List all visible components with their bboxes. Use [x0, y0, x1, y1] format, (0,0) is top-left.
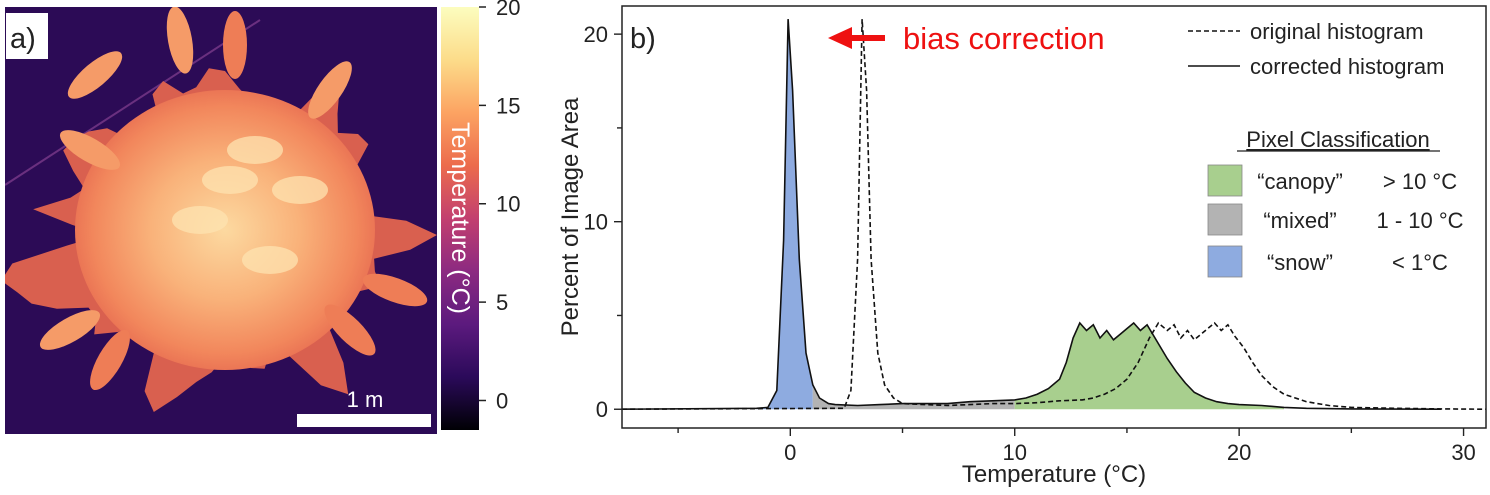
panel-b-label: b)	[630, 23, 656, 55]
colorbar-tick-label: 20	[496, 0, 520, 20]
classification-title: Pixel Classification	[1246, 127, 1429, 152]
series-corrected-histogram	[622, 19, 1442, 410]
class-swatch	[1207, 164, 1243, 197]
annotation-text: bias correction	[903, 21, 1105, 56]
x-axis-label: Temperature (°C)	[962, 461, 1146, 488]
class-swatch	[1207, 203, 1243, 236]
class-range: 1 - 10 °C	[1376, 208, 1463, 233]
colorbar-tick-label: 10	[496, 192, 520, 217]
shrub-warm-spot	[172, 206, 228, 234]
fill-mixed	[812, 384, 1015, 410]
classification-legend: Pixel Classification “canopy” > 10 °C “mix…	[1207, 127, 1464, 278]
colorbar-gradient	[441, 7, 479, 430]
series-original-histogram	[622, 19, 1486, 410]
line-legend: original histogram corrected histogram	[1188, 19, 1444, 79]
x-axis-ticks: 0 10 20 30	[677, 428, 1476, 465]
shrub-branch	[362, 273, 428, 307]
colorbar-ticks: 0 5 10 15 20	[479, 0, 520, 413]
y-axis-label: Percent of Image Area	[557, 97, 584, 336]
annotation-arrow-head	[828, 27, 852, 49]
panel-a-label: a)	[10, 23, 36, 55]
class-range: < 1°C	[1392, 250, 1448, 275]
fill-canopy	[1014, 323, 1284, 410]
class-label: “snow”	[1267, 250, 1333, 275]
shrub-branch	[67, 51, 123, 99]
class-label: “canopy”	[1257, 169, 1343, 194]
colorbar-tick-label: 0	[496, 388, 508, 413]
shrub-branch	[324, 304, 376, 356]
colorbar: 0 5 10 15 20 Temperature (°C)	[441, 0, 520, 430]
shrub-branch	[223, 11, 247, 79]
shrub-branch	[59, 130, 121, 170]
shrub-warm-spot	[242, 246, 298, 274]
shrub-branch	[39, 310, 101, 350]
shrub-warm-spot	[272, 176, 328, 204]
x-tick-label: 20	[1227, 440, 1251, 465]
shrub-warm-spot	[202, 166, 258, 194]
x-tick-label: 10	[1002, 440, 1026, 465]
y-tick-label: 0	[596, 397, 608, 422]
colorbar-label: Temperature (°C)	[446, 122, 474, 314]
plot-frame	[621, 5, 1487, 429]
class-label: “mixed”	[1263, 208, 1336, 233]
legend-label-corrected: corrected histogram	[1250, 54, 1444, 79]
histogram-chart: 0 10 20 30 0 10 20 Temperature (°C) Percent o…	[557, 5, 1487, 488]
shrub-branch	[90, 329, 130, 391]
y-axis-ticks: 0 10 20	[584, 22, 622, 422]
shrub-warm-spot	[227, 136, 283, 164]
shrub-branch	[166, 7, 194, 74]
colorbar-tick-label: 5	[496, 290, 508, 315]
shrub-branch	[308, 61, 352, 119]
legend-label-original: original histogram	[1250, 19, 1424, 44]
classification-fills	[756, 19, 1284, 410]
shrub-thermal-blob	[5, 7, 437, 412]
y-tick-label: 10	[584, 210, 608, 235]
class-swatch	[1207, 245, 1243, 278]
class-range: > 10 °C	[1383, 169, 1457, 194]
x-tick-label: 0	[784, 440, 796, 465]
colorbar-tick-label: 15	[496, 93, 520, 118]
shrub-core	[75, 90, 375, 370]
thermal-wire-streak	[5, 19, 261, 186]
thermal-image-panel: a) 1 m	[5, 7, 437, 434]
scale-bar-label: 1 m	[347, 387, 384, 412]
scale-bar	[297, 414, 431, 427]
y-tick-label: 20	[584, 22, 608, 47]
x-tick-label: 30	[1451, 440, 1475, 465]
bias-correction-annotation: bias correction	[828, 21, 1105, 56]
panel-a-label-box	[6, 13, 48, 59]
